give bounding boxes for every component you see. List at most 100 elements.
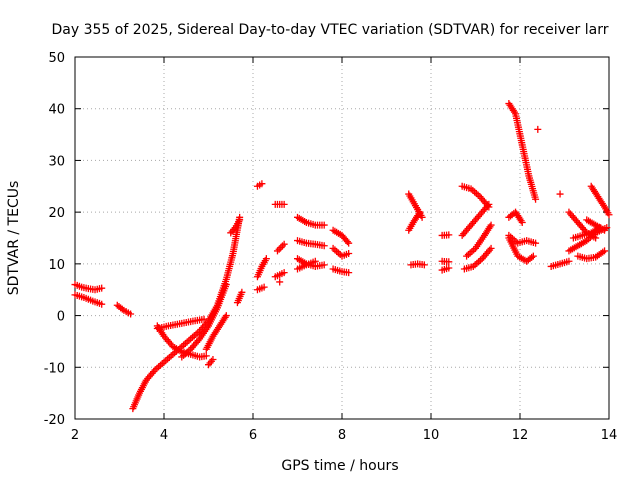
data-point [165, 353, 173, 361]
x-tick-label: 2 [71, 428, 79, 443]
y-tick-label: 30 [48, 154, 65, 169]
x-axis-title: GPS time / hours [281, 458, 398, 474]
data-point [475, 258, 483, 266]
data-point [118, 305, 126, 313]
series-arc-b [71, 291, 106, 308]
data-point [474, 191, 482, 199]
data-point [222, 281, 230, 289]
y-axis-title: SDTVAR / TECUs [6, 181, 22, 296]
data-point [280, 200, 288, 208]
x-tick-label: 12 [512, 428, 529, 443]
data-point [476, 256, 484, 264]
data-point [473, 259, 481, 267]
x-tick-label: 8 [338, 428, 346, 443]
data-point [320, 261, 328, 269]
data-point [466, 249, 474, 257]
series-arc-aa [405, 208, 424, 234]
data-point [534, 125, 542, 133]
series-arc-y [329, 265, 353, 277]
data-point [485, 200, 493, 208]
data-point [273, 247, 281, 255]
data-point [236, 216, 244, 224]
data-point [487, 244, 495, 252]
data-point [200, 315, 208, 323]
data-point [155, 363, 163, 371]
series-arc-a [71, 281, 106, 294]
data-point [532, 195, 540, 203]
series-arc-f [153, 315, 208, 332]
data-point [320, 221, 328, 229]
data-point [343, 238, 351, 246]
data-point [277, 244, 285, 252]
series-arc-c [113, 301, 135, 318]
series-arc-n [253, 283, 268, 294]
series-arc-ap [556, 190, 564, 198]
data-point [336, 251, 344, 259]
data-point [209, 356, 217, 364]
x-tick-label: 10 [423, 428, 440, 443]
data-point [169, 350, 177, 358]
series-arc-w [329, 226, 353, 247]
data-point [180, 341, 188, 349]
data-point [278, 242, 286, 250]
series-arc-ag [458, 200, 493, 239]
data-point [280, 269, 288, 277]
y-tick-label: 20 [48, 206, 65, 221]
series-arc-i [205, 356, 217, 369]
series-arc-ah [463, 221, 495, 260]
data-point [487, 221, 495, 229]
data-point [311, 257, 319, 265]
data-point [420, 261, 428, 269]
series-arc-t [294, 237, 328, 250]
data-point [202, 352, 210, 360]
data-point [183, 338, 191, 346]
series-arc-m [253, 255, 270, 281]
axis-ticks: 2 4 6 8 10 12 14 50 40 30 20 10 0 -10 -20 [44, 51, 618, 443]
data-point [532, 239, 540, 247]
data-point [127, 310, 135, 318]
y-tick-label: -10 [44, 361, 65, 376]
x-tick-label: 6 [249, 428, 257, 443]
x-tick-label: 4 [160, 428, 168, 443]
data-point [345, 239, 353, 247]
data-point [333, 247, 341, 255]
data-point [167, 352, 175, 360]
data-point [605, 211, 613, 219]
data-point [187, 335, 195, 343]
data-point [320, 242, 328, 250]
data-point [160, 358, 168, 366]
series-arc-g [178, 281, 230, 361]
data-point [156, 361, 164, 369]
data-point [565, 257, 573, 265]
data-point [464, 251, 472, 259]
y-tick-label: 0 [57, 310, 65, 325]
data-point [260, 283, 268, 291]
y-tick-label: -20 [44, 413, 65, 428]
series-arc-l [253, 180, 266, 190]
data-point [445, 231, 453, 239]
series-arc-j [227, 216, 244, 237]
series-arc-af [458, 182, 493, 211]
series-arc-x [329, 244, 353, 260]
y-tick-label: 50 [48, 51, 65, 66]
series-arc-at [574, 247, 609, 263]
data-point [98, 300, 106, 308]
data-point [262, 255, 270, 263]
series-arc-h [202, 312, 230, 353]
data-point [275, 245, 283, 253]
data-point [185, 336, 193, 344]
y-tick-label: 40 [48, 103, 65, 118]
series-arc-au [587, 182, 613, 219]
x-tick-label: 14 [601, 428, 618, 443]
series-arc-ao [547, 257, 573, 270]
data-point [468, 247, 476, 255]
series-arc-ad [438, 257, 453, 266]
data-point [258, 180, 266, 188]
data-point [528, 253, 536, 261]
series-arc-q [273, 240, 288, 255]
series-arc-r [276, 278, 284, 286]
data-point [518, 218, 526, 226]
data-point [601, 226, 609, 234]
data-point [416, 208, 424, 216]
